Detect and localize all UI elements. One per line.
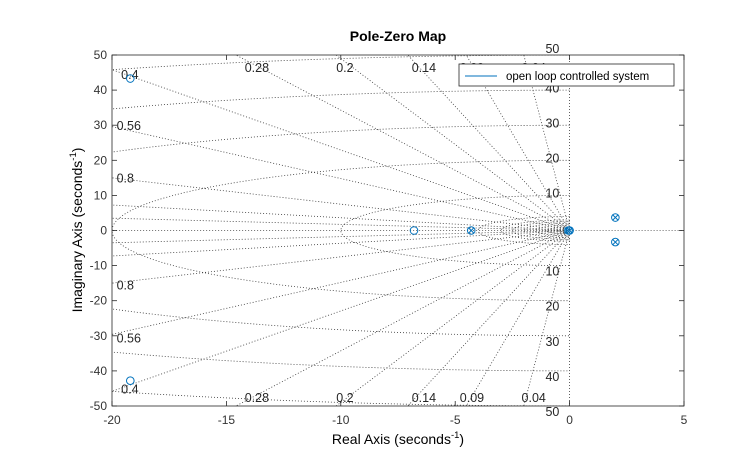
pole-marker (467, 227, 475, 234)
damping-label: 0.28 (245, 391, 269, 405)
frequency-label: 50 (545, 42, 559, 56)
zero-marker (611, 237, 620, 247)
frequency-label: 30 (545, 335, 559, 349)
frequency-label: 10 (545, 265, 559, 279)
damping-label: 0.09 (460, 391, 484, 405)
damping-label: 0.56 (117, 331, 141, 345)
zero-marker (565, 226, 574, 235)
damping-label: 0.2 (336, 61, 353, 75)
damping-label: 0.8 (117, 172, 134, 186)
y-tick-label: -20 (90, 294, 108, 308)
damping-ray (523, 230, 570, 406)
legend-entry-label: open loop controlled system (506, 71, 649, 83)
x-tick-label: -10 (332, 413, 350, 427)
grid-lines (112, 55, 684, 406)
data-markers (126, 74, 620, 386)
x-tick-label: -20 (103, 413, 121, 427)
pole-marker (566, 227, 573, 234)
damping-ray (112, 230, 570, 392)
damping-label: 0.2 (336, 391, 353, 405)
frequency-contour (477, 216, 570, 245)
frequency-label: 30 (545, 116, 559, 130)
frequency-contour (112, 124, 570, 337)
damping-ray (112, 126, 570, 231)
frequency-contour (340, 194, 570, 267)
pole-marker (612, 238, 619, 246)
damping-ray (112, 69, 570, 231)
y-tick-label: -10 (90, 259, 108, 273)
damping-label: 0.56 (117, 119, 141, 133)
zero-marker (611, 213, 620, 222)
damping-label: 0.8 (117, 279, 134, 293)
frequency-label: 40 (545, 370, 559, 384)
damping-label: 0.28 (245, 61, 269, 75)
damping-label: 0.4 (121, 383, 138, 397)
frequency-label: 20 (545, 300, 559, 314)
damping-label: 0.14 (412, 61, 436, 75)
frequency-label: 10 (545, 187, 559, 201)
damping-ray (235, 55, 570, 231)
damping-ray (407, 230, 570, 406)
damping-label: 0.04 (522, 391, 546, 405)
pole-marker (612, 214, 619, 221)
x-axis-label: Real Axis (seconds-1) (332, 430, 464, 447)
damping-ray (523, 55, 570, 231)
zero-marker (126, 74, 135, 83)
x-tick-label: 0 (566, 413, 573, 427)
y-tick-label: -50 (90, 399, 108, 413)
y-tick-label: -30 (90, 329, 108, 343)
y-tick-label: -40 (90, 364, 108, 378)
x-tick-label: 5 (681, 413, 688, 427)
zero-marker (126, 376, 135, 386)
x-tick-label: -15 (218, 413, 236, 427)
y-tick-label: 40 (94, 83, 108, 97)
y-axis-label: Imaginary Axis (seconds-1) (68, 148, 85, 313)
y-tick-label: 30 (94, 118, 108, 132)
damping-ray (407, 55, 570, 231)
legend-box (458, 63, 675, 87)
zero-marker (409, 226, 419, 235)
damping-ray (235, 230, 570, 406)
damping-label: 0.14 (412, 391, 436, 405)
y-tick-label: 0 (100, 224, 107, 238)
zero-marker (466, 226, 476, 235)
frequency-label: 20 (545, 152, 559, 166)
chart-title: Pole-Zero Map (350, 28, 446, 44)
legend[interactable]: open loop controlled system (458, 63, 675, 87)
y-tick-label: 10 (94, 188, 108, 202)
frequency-label: 50 (545, 405, 559, 419)
y-tick-label: 20 (94, 153, 108, 167)
damping-ray (335, 55, 570, 231)
damping-ray (112, 230, 570, 335)
pole-marker (564, 227, 571, 234)
x-tick-label: -5 (450, 413, 461, 427)
y-tick-label: 50 (94, 48, 108, 62)
plot-area (112, 55, 684, 406)
damping-ray (335, 230, 570, 406)
